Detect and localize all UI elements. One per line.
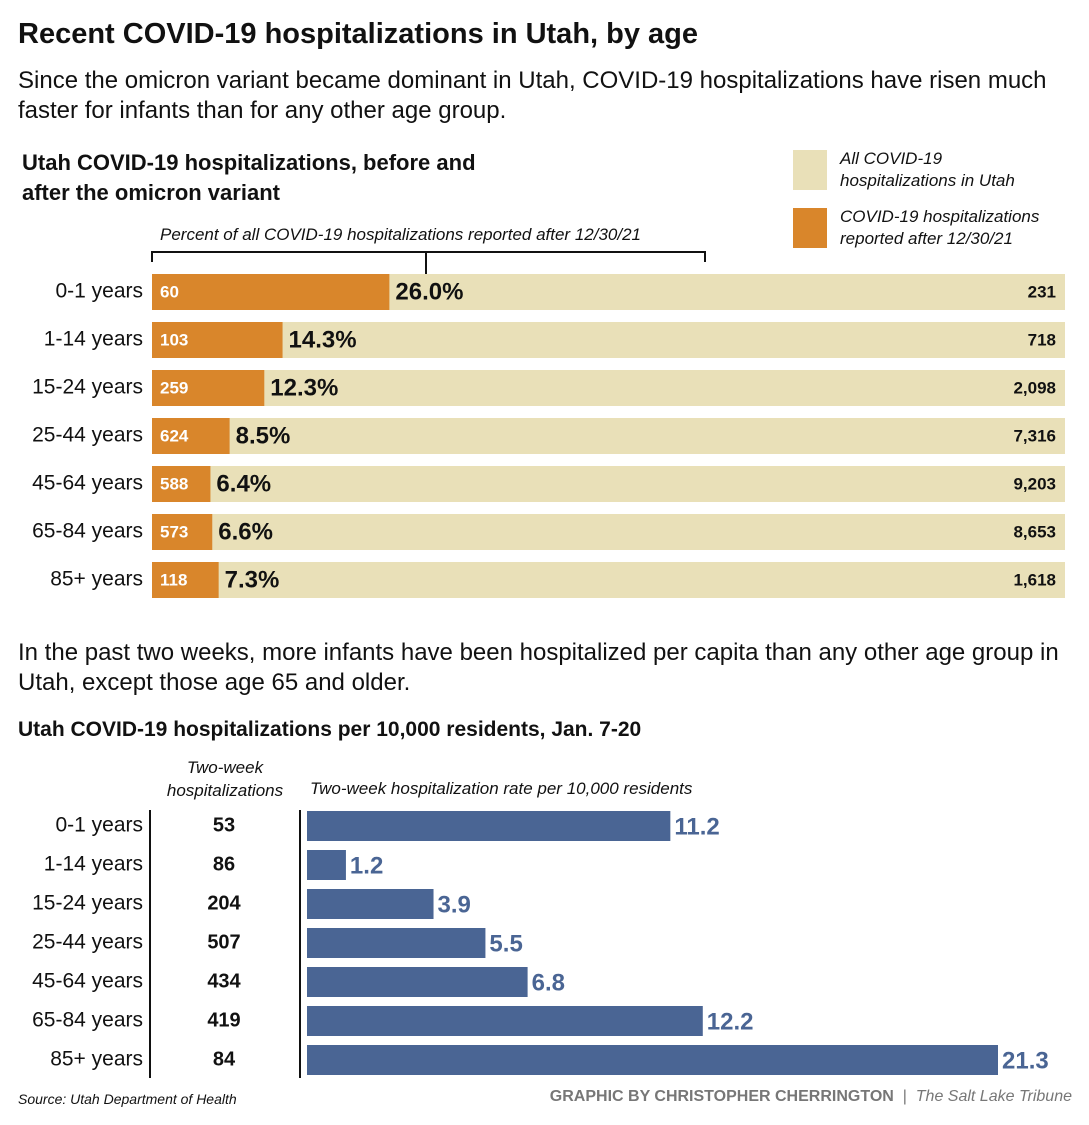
bar <box>307 1006 703 1036</box>
after-bar <box>152 370 265 406</box>
bar <box>307 928 486 958</box>
total-label: 2,098 <box>1013 378 1056 397</box>
total-label: 231 <box>1028 282 1056 301</box>
category-label: 65-84 years <box>32 520 143 543</box>
category-label: 0-1 years <box>55 280 143 303</box>
after-bar <box>152 514 213 550</box>
category-label: 25-44 years <box>32 931 143 954</box>
value-label: 1.2 <box>350 852 383 879</box>
bar <box>307 811 671 841</box>
after-count-label: 118 <box>160 570 187 589</box>
percent-label: 12.3% <box>270 374 338 401</box>
total-bar <box>152 466 1065 502</box>
percent-label: 6.6% <box>218 518 273 545</box>
category-label: 15-24 years <box>32 892 143 915</box>
total-label: 718 <box>1028 330 1056 349</box>
after-count-label: 573 <box>160 522 188 541</box>
count-label: 86 <box>213 853 235 875</box>
after-bar <box>152 274 390 310</box>
intro: Since the omicron variant became dominan… <box>18 67 1047 124</box>
count-label: 53 <box>213 814 235 836</box>
total-label: 9,203 <box>1013 474 1056 493</box>
percent-label: 7.3% <box>225 566 280 593</box>
value-label: 5.5 <box>489 930 522 957</box>
category-label: 1-14 years <box>44 328 143 351</box>
count-label: 507 <box>207 931 240 953</box>
value-label: 12.2 <box>707 1008 754 1035</box>
category-label: 45-64 years <box>32 472 143 495</box>
page-title: Recent COVID-19 hospitalizations in Utah… <box>18 18 699 50</box>
count-label: 84 <box>213 1048 236 1070</box>
value-label: 21.3 <box>1002 1047 1049 1074</box>
percent-label: 8.5% <box>236 422 291 449</box>
count-label: 419 <box>207 1009 240 1031</box>
credit: GRAPHIC BY CHRISTOPHER CHERRINGTON <box>549 1088 894 1105</box>
category-label: 45-64 years <box>32 970 143 993</box>
after-count-label: 103 <box>160 330 188 349</box>
category-label: 85+ years <box>50 1048 143 1071</box>
column-label: Two-week hospitalizations <box>166 758 284 800</box>
bar <box>307 850 346 880</box>
bar <box>307 967 528 997</box>
count-label: 434 <box>207 970 241 992</box>
category-label: 25-44 years <box>32 424 143 447</box>
legend-swatch <box>793 150 827 190</box>
legend-swatch <box>793 208 827 248</box>
chart-title: Utah COVID-19 hospitalizations, before a… <box>22 150 476 205</box>
axis-label: Two-week hospitalization rate per 10,000… <box>310 779 693 798</box>
legend-label: COVID-19 hospitalizations reported after… <box>840 207 1040 248</box>
percent-label: 6.4% <box>216 470 271 497</box>
value-label: 11.2 <box>674 813 719 840</box>
annotation: Percent of all COVID-19 hospitalizations… <box>160 225 641 244</box>
legend-label: All COVID-19 hospitalizations in Utah <box>840 149 1015 190</box>
after-bar <box>152 466 211 502</box>
category-label: 15-24 years <box>32 376 143 399</box>
percent-label: 14.3% <box>289 326 357 353</box>
total-bar <box>152 514 1065 550</box>
bar <box>307 889 434 919</box>
category-label: 85+ years <box>50 568 143 591</box>
total-label: 7,316 <box>1013 426 1056 445</box>
publisher: The Salt Lake Tribune <box>915 1088 1072 1105</box>
value-label: 6.8 <box>532 969 565 996</box>
total-bar <box>152 370 1065 406</box>
after-count-label: 588 <box>160 474 188 493</box>
total-bar <box>152 322 1065 358</box>
category-label: 0-1 years <box>55 814 143 837</box>
count-label: 204 <box>207 892 241 914</box>
bracket <box>151 251 706 274</box>
after-count-label: 259 <box>160 378 188 397</box>
after-bar <box>152 418 230 454</box>
category-label: 65-84 years <box>32 1009 143 1032</box>
after-count-label: 60 <box>160 282 179 301</box>
value-label: 3.9 <box>438 891 471 918</box>
after-bar <box>152 322 283 358</box>
after-bar <box>152 562 219 598</box>
chart-title: Utah COVID-19 hospitalizations per 10,00… <box>18 718 642 741</box>
total-label: 1,618 <box>1013 570 1056 589</box>
percent-label: 26.0% <box>395 278 463 305</box>
total-bar <box>152 418 1065 454</box>
total-label: 8,653 <box>1013 522 1056 541</box>
after-count-label: 624 <box>160 426 189 445</box>
category-label: 1-14 years <box>44 853 143 876</box>
total-bar <box>152 562 1065 598</box>
intro: In the past two weeks, more infants have… <box>18 639 1059 696</box>
source: Source: Utah Department of Health <box>18 1091 237 1107</box>
bar <box>307 1045 998 1075</box>
credit-line: GRAPHIC BY CHRISTOPHER CHERRINGTON | The… <box>549 1088 1072 1105</box>
